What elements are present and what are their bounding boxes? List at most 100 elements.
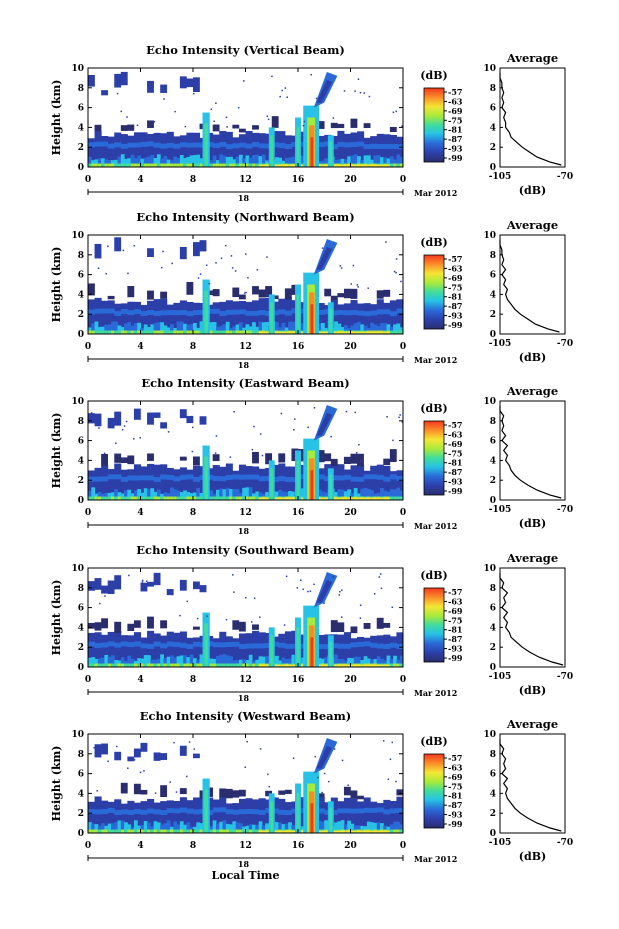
average-panel: Average 0 2 4 6 8 10 -105 -70 (dB) xyxy=(483,717,573,863)
colorbar xyxy=(423,587,445,663)
x-tick-label: 12 xyxy=(239,175,252,185)
y-tick-label: 6 xyxy=(78,604,84,614)
average-y-tick-label: 10 xyxy=(483,397,496,407)
average-frame xyxy=(499,234,566,335)
colorbar-tick-label: -93 xyxy=(448,144,463,154)
date-month-year: Mar 2012 xyxy=(414,355,457,365)
y-tick-label: 8 xyxy=(78,584,84,594)
date-day: 18 xyxy=(238,859,250,869)
panel-4: Echo Intensity (Southward Beam) 0 2 4 6 8 10 0 4… xyxy=(50,543,573,703)
colorbar-tick-label: -81 xyxy=(448,458,462,468)
x-tick-label: 4 xyxy=(137,175,143,185)
average-y-tick-label: 10 xyxy=(483,231,496,241)
average-x-label: (dB) xyxy=(519,351,546,364)
x-tick-label: 20 xyxy=(344,508,357,518)
colorbar-tick-label: -99 xyxy=(448,320,463,330)
colorbar-tick-label: -69 xyxy=(448,606,463,616)
x-tick-label: 0 xyxy=(85,342,91,352)
echo-heatmap xyxy=(88,737,403,833)
colorbar-unit: (dB) xyxy=(420,236,447,249)
colorbar-tick-label: -99 xyxy=(448,653,463,663)
average-x-tick-label: -70 xyxy=(557,838,573,848)
average-x-tick-label: -70 xyxy=(557,672,573,682)
average-y-tick-label: 10 xyxy=(483,64,496,74)
y-tick-label: 4 xyxy=(78,456,84,466)
average-x-label: (dB) xyxy=(519,684,546,697)
average-frame xyxy=(499,567,566,668)
colorbar-tick-label: -69 xyxy=(448,106,463,116)
average-title: Average xyxy=(506,384,558,398)
average-y-tick-label: 2 xyxy=(490,809,496,819)
colorbar-tick-label: -63 xyxy=(448,762,463,772)
colorbar-tick-label: -81 xyxy=(448,125,462,135)
average-x-tick-label: -105 xyxy=(489,838,512,848)
x-tick-label: 0 xyxy=(400,342,406,352)
x-tick-label: 12 xyxy=(239,508,252,518)
y-tick-label: 2 xyxy=(78,143,84,153)
average-y-tick-label: 4 xyxy=(490,623,496,633)
average-y-tick-label: 8 xyxy=(490,251,496,261)
average-y-tick-label: 4 xyxy=(490,290,496,300)
y-tick-label: 8 xyxy=(78,84,84,94)
x-tick-label: 4 xyxy=(137,508,143,518)
colorbar-tick-label: -87 xyxy=(448,134,462,144)
colorbar-tick-label: -75 xyxy=(448,115,462,125)
average-y-tick-label: 8 xyxy=(490,417,496,427)
x-tick-label: 16 xyxy=(292,841,305,851)
average-y-tick-label: 2 xyxy=(490,476,496,486)
echo-heatmap xyxy=(88,404,403,500)
colorbar-tick-label: -93 xyxy=(448,644,463,654)
y-tick-label: 6 xyxy=(78,271,84,281)
x-tick-label: 20 xyxy=(344,175,357,185)
colorbar-tick-label: -93 xyxy=(448,810,463,820)
y-tick-label: 4 xyxy=(78,290,84,300)
colorbar-tick-label: -57 xyxy=(448,420,462,430)
colorbar-tick-label: -63 xyxy=(448,263,463,273)
echo-heatmap xyxy=(88,237,403,334)
y-axis-label: Height (km) xyxy=(50,80,63,156)
colorbar-tick-label: -99 xyxy=(448,153,463,163)
date-day: 18 xyxy=(238,193,250,203)
colorbar-tick-label: -81 xyxy=(448,791,462,801)
average-x-tick-label: -105 xyxy=(489,505,512,515)
x-tick-label: 20 xyxy=(344,841,357,851)
panel-title: Echo Intensity (Eastward Beam) xyxy=(141,376,349,390)
colorbar-tick-label: -81 xyxy=(448,292,462,302)
colorbar-tick-label: -57 xyxy=(448,254,462,264)
panel-title: Echo Intensity (Northward Beam) xyxy=(136,210,354,224)
date-month-year: Mar 2012 xyxy=(414,854,457,864)
average-frame xyxy=(499,400,566,501)
y-tick-label: 10 xyxy=(71,730,84,740)
y-tick-label: 0 xyxy=(78,163,84,173)
date-month-year: Mar 2012 xyxy=(414,688,457,698)
x-tick-label: 12 xyxy=(239,342,252,352)
average-y-tick-label: 8 xyxy=(490,84,496,94)
colorbar xyxy=(423,87,445,163)
panel-5: Echo Intensity (Westward Beam) 0 2 4 6 8 10 0 4 8… xyxy=(50,709,573,869)
average-y-tick-label: 6 xyxy=(490,770,496,780)
y-tick-label: 10 xyxy=(71,564,84,574)
x-tick-label: 0 xyxy=(400,508,406,518)
colorbar xyxy=(423,753,445,829)
average-profile-line xyxy=(499,73,562,166)
x-tick-label: 0 xyxy=(85,175,91,185)
x-tick-label: 20 xyxy=(344,675,357,685)
y-tick-label: 8 xyxy=(78,251,84,261)
average-title: Average xyxy=(506,551,558,565)
colorbar xyxy=(423,420,445,496)
average-y-tick-label: 2 xyxy=(490,643,496,653)
colorbar-tick-label: -99 xyxy=(448,486,463,496)
average-x-label: (dB) xyxy=(519,850,546,863)
colorbar-tick-label: -87 xyxy=(448,800,462,810)
colorbar-unit: (dB) xyxy=(420,69,447,82)
x-tick-label: 4 xyxy=(137,342,143,352)
x-tick-label: 0 xyxy=(85,675,91,685)
colorbar-tick-label: -93 xyxy=(448,477,463,487)
y-axis-label: Height (km) xyxy=(50,247,63,323)
colorbar-tick-label: -93 xyxy=(448,311,463,321)
x-tick-label: 16 xyxy=(292,508,305,518)
colorbar-tick-label: -75 xyxy=(448,282,462,292)
date-day: 18 xyxy=(238,693,250,703)
average-y-tick-label: 8 xyxy=(490,584,496,594)
